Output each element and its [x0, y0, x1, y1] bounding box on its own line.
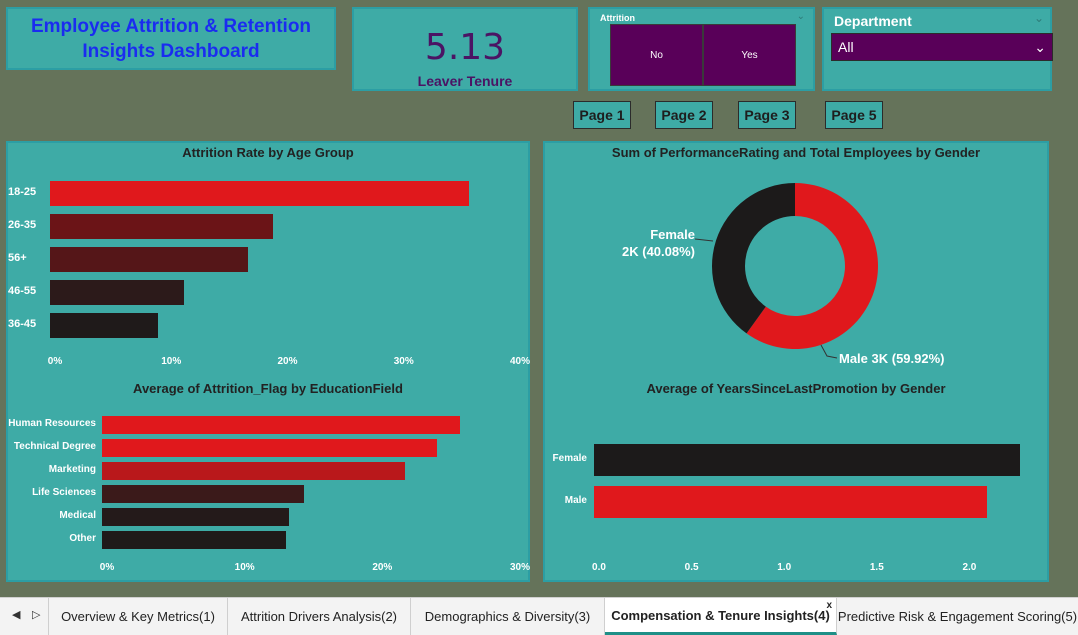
next-page-icon[interactable]: ▷ [32, 609, 41, 621]
bar-category-label: Female [552, 453, 587, 464]
tab-compensation-label: Compensation & Tenure Insights(4) [611, 607, 830, 623]
x-tick-label: 2.0 [962, 562, 977, 573]
bar-category-label: 26-35 [8, 219, 37, 231]
page-tab-bar: ◀ ▷ Overview & Key Metrics(1) Attrition … [0, 597, 1078, 635]
bar[interactable] [594, 444, 1020, 476]
bar-category-label: Medical [59, 510, 96, 521]
chevron-down-icon[interactable]: ⌄ [1033, 11, 1044, 25]
kpi-card-leaver-tenure: 5.13 Leaver Tenure [352, 7, 578, 91]
bar[interactable] [102, 416, 460, 434]
department-selected-value: All [838, 39, 854, 55]
x-tick-label: 10% [234, 562, 255, 573]
donut-label-male: Male 3K (59.92%) [839, 351, 945, 366]
x-tick-label: 1.5 [869, 562, 884, 573]
department-dropdown[interactable]: All ⌄ [831, 33, 1053, 61]
tab-overview[interactable]: Overview & Key Metrics(1) [48, 598, 228, 635]
donut-leader-line-female [694, 238, 714, 242]
x-tick-label: 20% [372, 562, 393, 573]
department-slicer-label: Department [834, 13, 912, 29]
bar-category-label: 36-45 [8, 318, 37, 330]
bar-category-label: Technical Degree [13, 441, 96, 452]
chevron-down-icon: ⌄ [1034, 39, 1046, 55]
x-tick-label: 1.0 [777, 562, 792, 573]
attrition-slicer-label: Attrition [600, 13, 635, 23]
donut-slice-male[interactable] [746, 183, 878, 349]
attrition-no-button[interactable]: No [610, 24, 703, 86]
bar-category-label: 46-55 [8, 285, 37, 297]
x-tick-label: 10% [161, 356, 182, 367]
education-chart-title: Average of Attrition_Flag by EducationFi… [133, 381, 403, 396]
kpi-value: 5.13 [424, 27, 506, 68]
x-tick-label: 0% [47, 356, 63, 367]
donut-label-female: Female 2K (40.08%) [622, 227, 695, 259]
chevron-down-icon[interactable]: ⌄ [796, 11, 805, 22]
tab-predictive-risk[interactable]: Predictive Risk & Engagement Scoring(5) [837, 609, 1078, 624]
dashboard-title-card: Employee Attrition & Retention Insights … [6, 7, 336, 70]
bar[interactable] [594, 486, 987, 518]
page-1-button[interactable]: Page 1 [573, 101, 631, 129]
bar[interactable] [50, 181, 469, 206]
attrition-yes-button[interactable]: Yes [703, 24, 796, 86]
bar[interactable] [50, 214, 274, 239]
gender-donut-title: Sum of PerformanceRating and Total Emplo… [611, 145, 981, 160]
x-tick-label: 40% [509, 356, 530, 367]
attrition-slicer: Attrition ⌄ No Yes [588, 7, 815, 91]
bar-category-label: Marketing [48, 464, 96, 475]
tab-attrition-drivers[interactable]: Attrition Drivers Analysis(2) [228, 598, 411, 635]
page-5-button[interactable]: Page 5 [825, 101, 883, 129]
bar[interactable] [50, 247, 248, 272]
bar[interactable] [50, 280, 184, 305]
age-chart-title: Attrition Rate by Age Group [182, 145, 354, 160]
page-2-button[interactable]: Page 2 [655, 101, 713, 129]
x-tick-label: 0% [99, 562, 115, 573]
close-icon[interactable]: x [826, 600, 832, 611]
donut-leader-line-male [820, 344, 838, 359]
promotion-chart-title: Average of YearsSinceLastPromotion by Ge… [646, 381, 946, 396]
bar[interactable] [102, 485, 305, 503]
bar[interactable] [50, 313, 159, 338]
x-tick-label: 20% [277, 356, 298, 367]
bar-category-label: 56+ [8, 252, 27, 264]
gender-donut-chart [694, 183, 878, 359]
prev-page-icon[interactable]: ◀ [12, 609, 21, 621]
donut-slice-female[interactable] [712, 183, 795, 334]
left-chart-panel: Attrition Rate by Age Group 18-25 26-35 56… [6, 141, 530, 582]
bar[interactable] [102, 508, 290, 526]
kpi-label: Leaver Tenure [417, 73, 513, 89]
bar[interactable] [102, 462, 405, 480]
bar-category-label: Life Sciences [32, 487, 96, 498]
department-slicer: Department ⌄ All ⌄ [822, 7, 1053, 91]
bar-category-label: Other [69, 533, 96, 544]
bar-category-label: Human Resources [8, 418, 96, 429]
x-tick-label: 30% [393, 356, 414, 367]
right-chart-panel: Sum of PerformanceRating and Total Emplo… [543, 141, 1049, 582]
page-3-button[interactable]: Page 3 [738, 101, 796, 129]
x-tick-label: 0.5 [684, 562, 699, 573]
bar[interactable] [102, 439, 437, 457]
x-tick-label: 0.0 [592, 562, 606, 573]
bar-category-label: Male [564, 495, 587, 506]
dashboard-title: Employee Attrition & Retention Insights … [30, 15, 312, 62]
bar-category-label: 18-25 [8, 186, 37, 198]
bar[interactable] [102, 531, 287, 549]
tab-compensation-tenure[interactable]: Compensation & Tenure Insights(4) x [605, 598, 837, 635]
tab-demographics[interactable]: Demographics & Diversity(3) [411, 598, 605, 635]
x-tick-label: 30% [509, 562, 530, 573]
